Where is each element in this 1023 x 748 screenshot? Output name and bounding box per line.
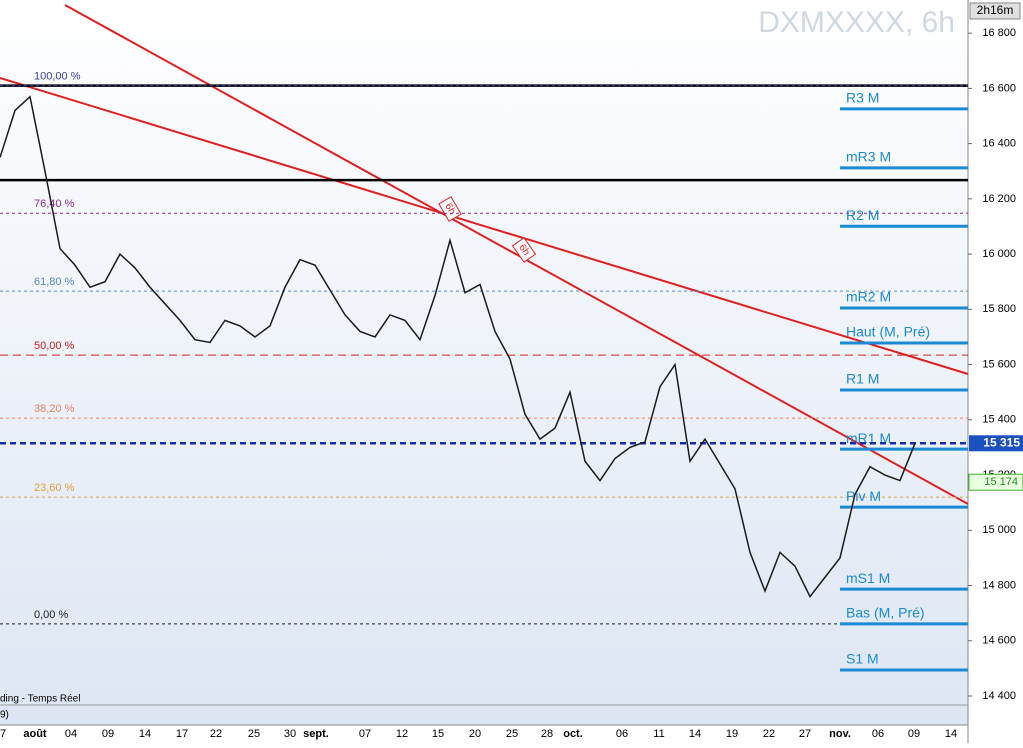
x-tick-label: 19 bbox=[726, 728, 738, 740]
x-tick-label: 14 bbox=[945, 728, 957, 740]
x-tick-label: 09 bbox=[908, 728, 920, 740]
x-tick-label: 20 bbox=[469, 728, 481, 740]
footer: ding - Temps Réel bbox=[0, 694, 80, 705]
y-tick-label: 16 800 bbox=[982, 27, 1016, 39]
pivot-label: R2 M bbox=[846, 207, 879, 223]
x-tick-label: 06 bbox=[872, 728, 884, 740]
x-tick-label: 28 bbox=[541, 728, 553, 740]
trend-line bbox=[0, 77, 969, 375]
y-tick-label: 14 800 bbox=[982, 579, 1016, 591]
y-tick-label: 15 800 bbox=[982, 303, 1016, 315]
pivot-label: R1 M bbox=[846, 371, 879, 387]
timer: 2h16m bbox=[977, 3, 1014, 17]
x-tick-label: 27 bbox=[799, 728, 811, 740]
fib-label: 50,00 % bbox=[34, 340, 75, 352]
footer: 9) bbox=[0, 710, 9, 721]
chart-title: DXMXXXX, 6h bbox=[758, 6, 955, 39]
pivot-label: mR3 M bbox=[846, 149, 891, 165]
y-tick-label: 16 600 bbox=[982, 82, 1016, 94]
x-tick-label: 17 bbox=[176, 728, 188, 740]
x-tick-label: nov. bbox=[829, 728, 851, 740]
x-tick-label: 22 bbox=[210, 728, 222, 740]
axis-bg bbox=[968, 0, 1023, 743]
y-tick-label: 15 600 bbox=[982, 358, 1016, 370]
y-tick-label: 15 000 bbox=[982, 524, 1016, 536]
fib-label: 100,00 % bbox=[34, 71, 81, 83]
pivot-label: mR2 M bbox=[846, 289, 891, 305]
trend-label: 6h bbox=[516, 242, 531, 257]
price-line bbox=[0, 95, 916, 598]
fib-label: 76,40 % bbox=[34, 198, 75, 210]
x-tick-label: 22 bbox=[763, 728, 775, 740]
trend-line bbox=[64, 4, 969, 505]
xaxis-bg bbox=[0, 725, 968, 743]
pivot-label: Bas (M, Pré) bbox=[846, 605, 925, 621]
x-tick-label: 06 bbox=[616, 728, 628, 740]
x-tick-label: 12 bbox=[396, 728, 408, 740]
fib-label: 23,60 % bbox=[34, 482, 75, 494]
x-tick-label: 30 bbox=[284, 728, 296, 740]
y-tick-label: 15 400 bbox=[982, 414, 1016, 426]
y-tick-label: 16 200 bbox=[982, 193, 1016, 205]
x-tick-label: 7 bbox=[0, 728, 6, 740]
average-label: 15 174 bbox=[984, 476, 1018, 488]
plot-bg bbox=[0, 0, 968, 725]
pivot-label: Haut (M, Pré) bbox=[846, 324, 930, 340]
pivot-label: R3 M bbox=[846, 90, 879, 106]
fib-label: 0,00 % bbox=[34, 609, 68, 621]
x-tick-label: 25 bbox=[506, 728, 518, 740]
pivot-label: mS1 M bbox=[846, 570, 890, 586]
x-tick-label: août bbox=[23, 728, 47, 740]
x-tick-label: 14 bbox=[139, 728, 151, 740]
pivot-label: S1 M bbox=[846, 651, 879, 667]
last-price-label: 15 315 bbox=[983, 435, 1020, 449]
fib-label: 61,80 % bbox=[34, 276, 75, 288]
x-tick-label: sept. bbox=[303, 728, 329, 740]
y-tick-label: 16 400 bbox=[982, 138, 1016, 150]
x-tick-label: 09 bbox=[102, 728, 114, 740]
timer-box bbox=[969, 2, 1021, 20]
y-tick-label: 14 400 bbox=[982, 690, 1016, 702]
x-tick-label: 15 bbox=[432, 728, 444, 740]
pivot-label: Piv M bbox=[846, 488, 881, 504]
last-price-box bbox=[969, 435, 1023, 452]
pivot-label: mR1 M bbox=[846, 430, 891, 446]
trend-tag: 6h bbox=[511, 237, 537, 263]
average-box bbox=[968, 473, 1023, 491]
x-tick-label: 11 bbox=[653, 728, 664, 740]
fib-label: 38,20 % bbox=[34, 403, 75, 415]
y-tick-label: 14 600 bbox=[982, 635, 1016, 647]
x-tick-label: 04 bbox=[65, 728, 77, 740]
y-tick-label: 16 000 bbox=[982, 248, 1016, 260]
x-tick-label: 25 bbox=[248, 728, 260, 740]
x-tick-label: 07 bbox=[359, 728, 371, 740]
x-tick-label: oct. bbox=[563, 728, 583, 740]
x-tick-label: 14 bbox=[689, 728, 701, 740]
